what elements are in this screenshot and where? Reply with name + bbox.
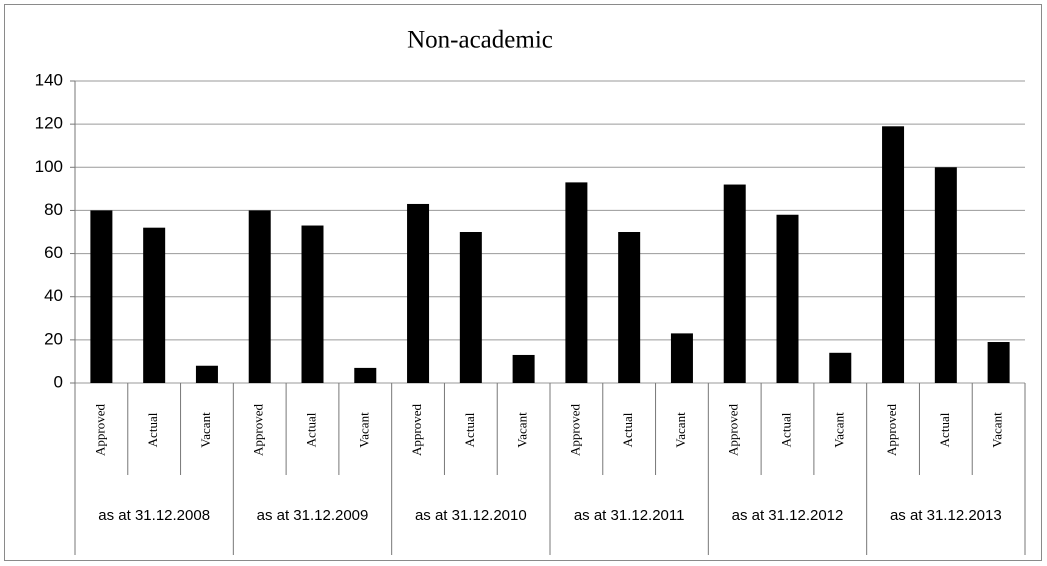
bar xyxy=(776,214,799,383)
group-label: as at 31.12.2013 xyxy=(890,507,1002,524)
y-tick-label: 60 xyxy=(44,243,63,262)
chart-title: Non-academic xyxy=(407,27,553,54)
bar xyxy=(565,182,588,383)
y-tick-label: 0 xyxy=(54,372,63,391)
bar xyxy=(90,210,113,383)
bar xyxy=(407,203,430,383)
x-tick-label: Vacant xyxy=(198,412,213,448)
y-tick-label: 80 xyxy=(44,200,63,219)
bar xyxy=(354,367,377,383)
x-tick-label: Actual xyxy=(145,412,160,447)
bar xyxy=(195,365,218,383)
group-label: as at 31.12.2012 xyxy=(732,507,844,524)
bar xyxy=(143,227,166,383)
x-tick-label: Actual xyxy=(937,412,952,447)
x-tick-label: Approved xyxy=(251,404,266,456)
y-tick-label: 120 xyxy=(35,114,63,133)
group-label: as at 31.12.2008 xyxy=(98,507,210,524)
group-label: as at 31.12.2010 xyxy=(415,507,527,524)
x-tick-label: Approved xyxy=(884,404,899,456)
bar xyxy=(934,167,957,383)
bar xyxy=(248,210,271,383)
x-tick-label: Actual xyxy=(620,412,635,447)
y-tick-label: 100 xyxy=(35,157,63,176)
chart-border xyxy=(4,4,1042,561)
x-tick-label: Approved xyxy=(92,404,107,456)
bar xyxy=(459,232,482,383)
x-tick-label: Approved xyxy=(409,404,424,456)
y-tick-label: 140 xyxy=(35,70,63,89)
bar xyxy=(512,354,535,383)
bar xyxy=(618,232,641,383)
x-tick-label: Approved xyxy=(726,404,741,456)
bar xyxy=(829,352,852,383)
y-tick-label: 40 xyxy=(44,286,63,305)
bar xyxy=(670,333,693,383)
bar xyxy=(301,225,324,383)
group-label: as at 31.12.2011 xyxy=(574,507,685,524)
x-tick-label: Vacant xyxy=(673,412,688,448)
group-label: as at 31.12.2009 xyxy=(257,507,369,524)
bar xyxy=(987,342,1010,383)
x-tick-label: Actual xyxy=(303,412,318,447)
x-tick-label: Actual xyxy=(778,412,793,447)
bar xyxy=(882,126,905,384)
x-tick-label: Vacant xyxy=(990,412,1005,448)
y-tick-label: 20 xyxy=(44,329,63,348)
bar xyxy=(723,184,746,383)
x-tick-label: Actual xyxy=(462,412,477,447)
x-tick-label: Vacant xyxy=(515,412,530,448)
x-tick-label: Vacant xyxy=(356,412,371,448)
x-tick-label: Approved xyxy=(567,404,582,456)
x-tick-label: Vacant xyxy=(831,412,846,448)
